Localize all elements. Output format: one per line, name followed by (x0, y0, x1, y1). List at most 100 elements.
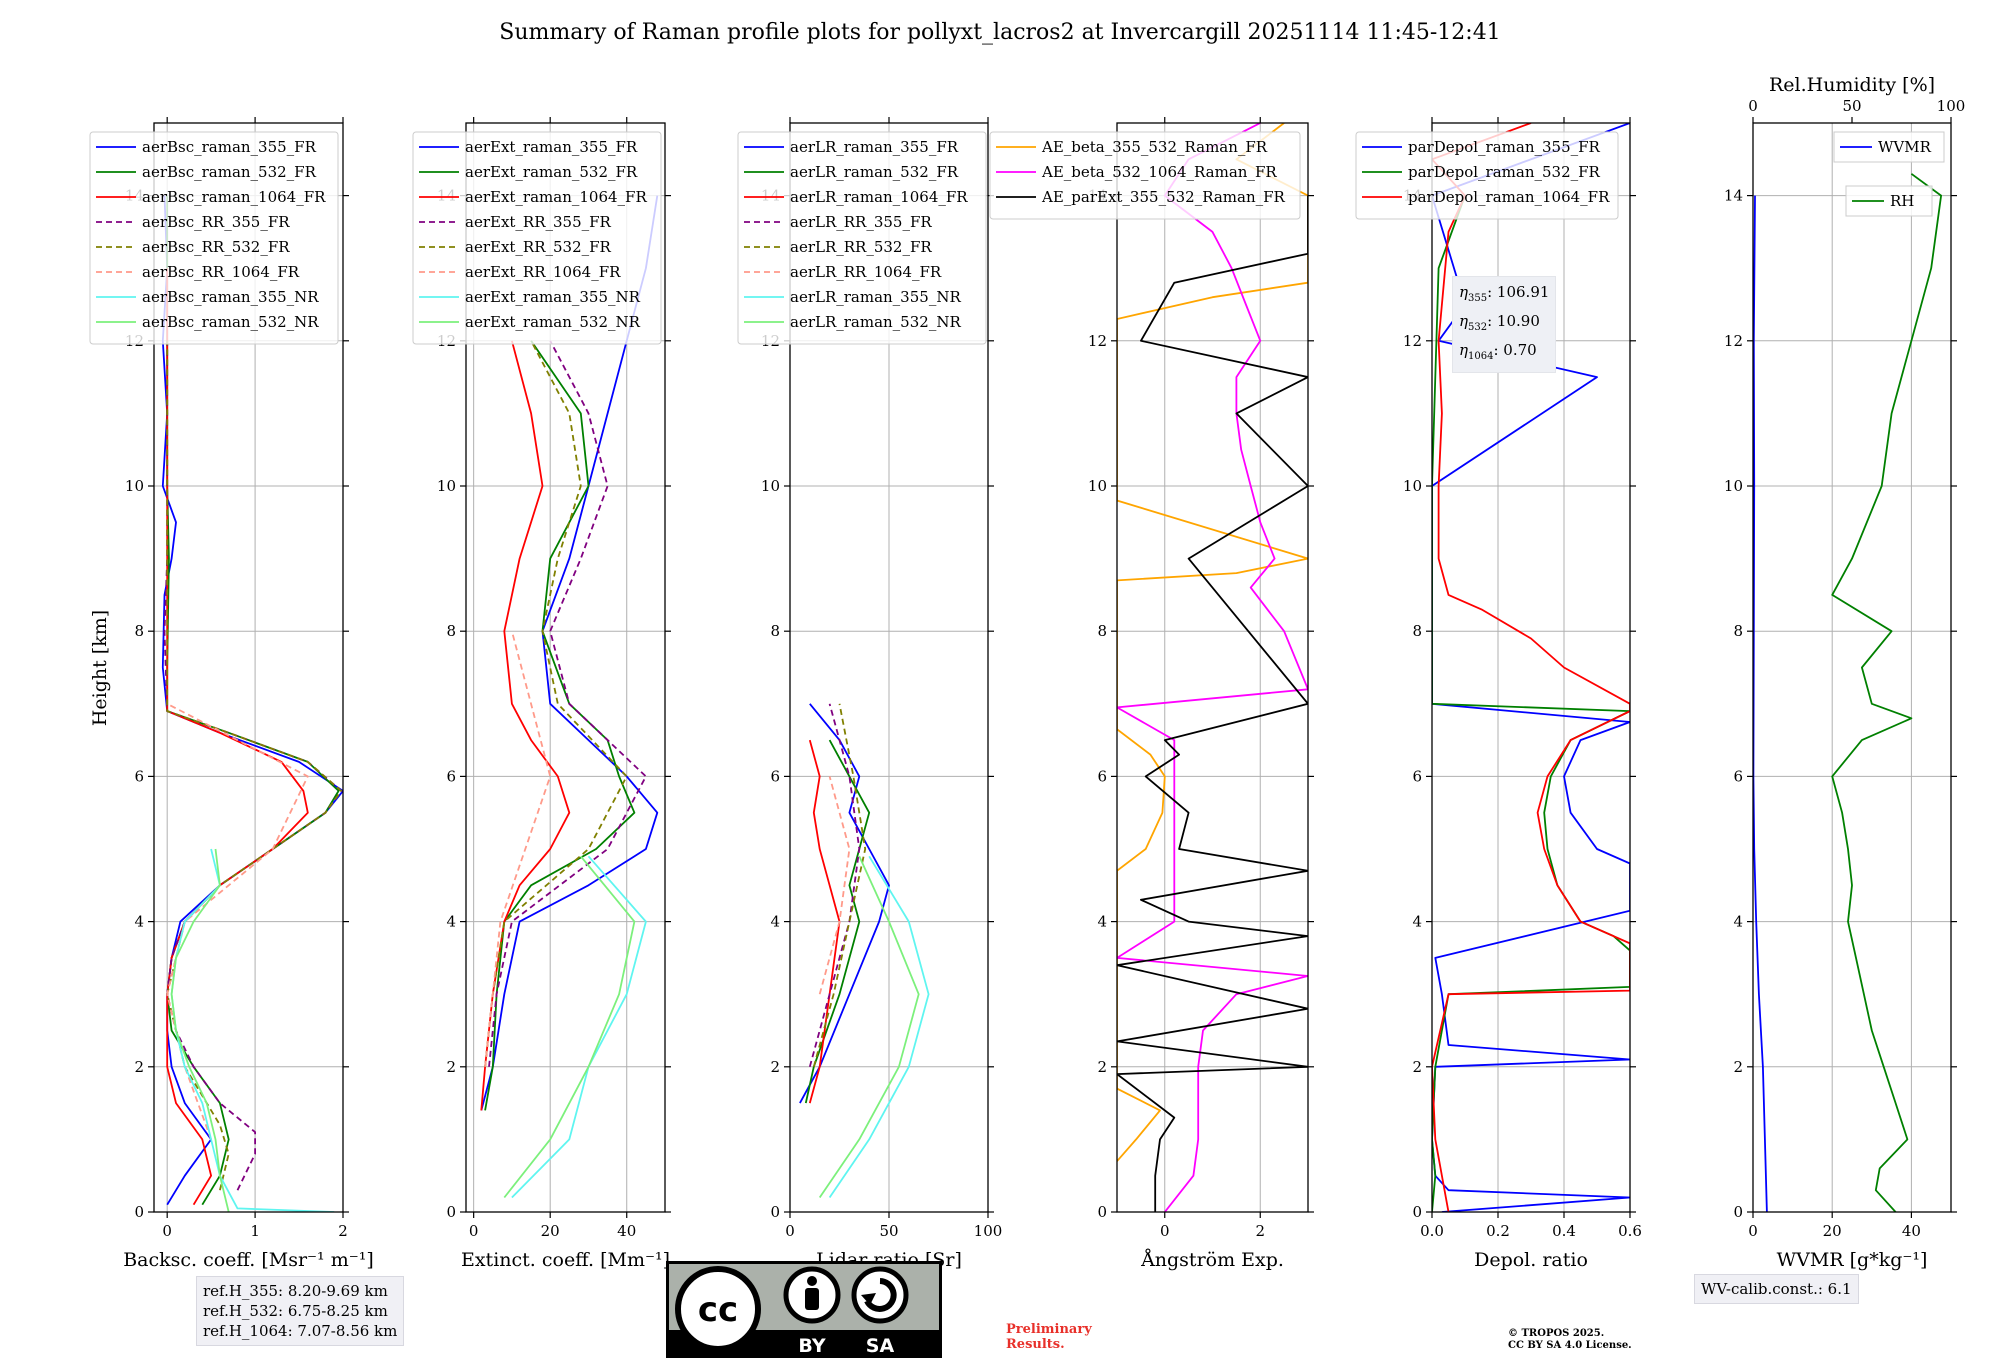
ytick-label-lidar_ratio-0: 0 (770, 1203, 780, 1221)
ytick-label-backscatter-1: 2 (134, 1058, 144, 1076)
series-aerBsc_RR_1064_FR (166, 703, 309, 1140)
legend-label-parDepol_raman_1064_FR: parDepol_raman_1064_FR (1408, 188, 1610, 206)
series-group-extinction (480, 195, 659, 1199)
legend-label-aerExt_raman_1064_FR: aerExt_raman_1064_FR (465, 188, 647, 206)
ref-height-532: ref.H_532: 6.75-8.25 km (203, 1302, 388, 1320)
ytick-label-depolarization-1: 2 (1412, 1058, 1422, 1076)
legend-label-AE_parExt_355_532_Raman_FR: AE_parExt_355_532_Raman_FR (1041, 188, 1286, 206)
ytick-label-water_vapor-3: 6 (1733, 767, 1743, 785)
series-aerLR_raman_1064_FR (808, 739, 841, 1104)
series-group-lidar_ratio (799, 703, 930, 1199)
legend-label-aerBsc_raman_532_NR: aerBsc_raman_532_NR (142, 313, 319, 331)
legend-angstrom: AE_beta_355_532_Raman_FR AE_beta_532_1064… (989, 131, 1301, 220)
ytick-label-depolarization-5: 10 (1403, 477, 1422, 495)
eta-1064-symbol: η (1459, 341, 1468, 359)
xtick-label-water_vapor-0: 0 (1748, 1222, 1758, 1240)
legend-lidar_ratio: aerLR_raman_355_FR aerLR_raman_532_FR aerL… (737, 131, 987, 345)
top-xtick-label-0: 0 (1748, 97, 1758, 115)
xtick-label-lidar_ratio-1: 50 (879, 1222, 898, 1240)
legend-label-aerBsc_raman_355_FR: aerBsc_raman_355_FR (142, 138, 317, 156)
by-label: BY (798, 1335, 825, 1357)
series-aerBsc_raman_532_NR (170, 848, 230, 1212)
legend-label-aerExt_raman_355_NR: aerExt_raman_355_NR (465, 288, 641, 306)
ytick-label-lidar_ratio-4: 8 (770, 622, 780, 640)
legend-label-aerLR_raman_532_FR: aerLR_raman_532_FR (790, 163, 959, 181)
xtick-label-extinction-1: 20 (541, 1222, 560, 1240)
ytick-label-depolarization-3: 6 (1412, 767, 1422, 785)
eta-532-symbol: η (1459, 312, 1468, 330)
xtick-label-backscatter-0: 0 (162, 1222, 172, 1240)
eta-355-symbol: η (1459, 283, 1468, 301)
legend-frame-extinction (412, 131, 662, 345)
ytick-label-backscatter-4: 8 (134, 622, 144, 640)
eta-532-value: : 10.90 (1487, 312, 1540, 330)
ytick-label-angstrom-5: 10 (1088, 477, 1107, 495)
ref-height-355: ref.H_355: 8.20-9.69 km (203, 1282, 388, 1300)
copyright-line-1: © TROPOS 2025. (1508, 1328, 1605, 1339)
eta-1064-value: : 0.70 (1493, 341, 1537, 359)
series-aerExt_raman_532_FR (484, 340, 636, 1111)
series-AE_beta_532_1064_Raman_FR (1117, 123, 1308, 1212)
legend-label-aerBsc_RR_532_FR: aerBsc_RR_532_FR (142, 238, 290, 256)
series-aerLR_RR_1064_FR (818, 776, 851, 995)
series-AE_parExt_355_532_Raman_FR (1117, 195, 1308, 1212)
wv-calib-text: WV-calib.const.: 6.1 (1701, 1280, 1852, 1298)
eta-1064-sub: 1064 (1468, 351, 1494, 362)
eta-355-value: : 106.91 (1487, 283, 1550, 301)
top-xtick-label-2: 100 (1937, 97, 1966, 115)
series-RH (1831, 173, 1942, 1212)
eta-box: η355: 106.91 η532: 10.90 η1064: 0.70 (1452, 276, 1557, 373)
copyright-line-2: CC BY SA 4.0 License. (1508, 1340, 1632, 1351)
ref-height-box: ref.H_355: 8.20-9.69 km ref.H_532: 6.75-… (196, 1276, 405, 1346)
legend-label-aerExt_raman_355_FR: aerExt_raman_355_FR (465, 138, 638, 156)
panel-angstrom: 0246810121402Ångström Exp.AE_beta_355_53… (989, 117, 1314, 1271)
ytick-label-water_vapor-5: 10 (1724, 477, 1743, 495)
ytick-label-lidar_ratio-2: 4 (770, 913, 780, 931)
cc-license-badge: cc BY SA (666, 1261, 942, 1358)
ytick-label-backscatter-0: 0 (134, 1203, 144, 1221)
series-aerLR_RR_532_FR (812, 703, 867, 1068)
series-aerExt_raman_355_NR (511, 855, 647, 1199)
xtick-label-backscatter-2: 2 (338, 1222, 348, 1240)
legend-label-RH: RH (1890, 192, 1914, 210)
xtick-label-extinction-0: 0 (469, 1222, 479, 1240)
xlabel-water_vapor: WVMR [g*kg⁻¹] (1777, 1249, 1928, 1271)
panel-water_vapor: 0 2 4 6 8 10 12 14 0 20 40 WVMR [g*kg⁻¹] 0 50 100Rel.H… (1724, 74, 1965, 1271)
preliminary-line-2: Results. (1006, 1337, 1065, 1352)
series-aerExt_RR_355_FR (488, 340, 647, 1067)
ytick-label-water_vapor-4: 8 (1733, 622, 1743, 640)
panel-extinction: 0246810121402040Extinct. coeff. [Mm⁻¹]ae… (412, 117, 671, 1271)
ytick-label-extinction-2: 4 (446, 913, 456, 931)
legend-label-aerExt_raman_532_NR: aerExt_raman_532_NR (465, 313, 641, 331)
panel-lidar_ratio: 02468101214050100Lidar ratio [Sr]aerLR_r… (737, 117, 1003, 1271)
ytick-label-depolarization-0: 0 (1412, 1203, 1422, 1221)
ytick-label-water_vapor-1: 2 (1733, 1058, 1743, 1076)
xtick-label-lidar_ratio-2: 100 (974, 1222, 1003, 1240)
xtick-label-angstrom-1: 2 (1255, 1222, 1265, 1240)
legend-frame-angstrom (989, 131, 1301, 220)
series-aerExt_raman_1064_FR (480, 340, 571, 1111)
ytick-label-extinction-0: 0 (446, 1203, 456, 1221)
legend-frame-backscatter (89, 131, 339, 345)
legend-label-aerLR_RR_1064_FR: aerLR_RR_1064_FR (790, 263, 942, 281)
axes-frame-angstrom (1116, 122, 1309, 1213)
legend-label-aerLR_RR_532_FR: aerLR_RR_532_FR (790, 238, 932, 256)
ytick-label-water_vapor-2: 4 (1733, 913, 1743, 931)
top-axis-label: Rel.Humidity [%] (1769, 74, 1935, 96)
top-xtick-label-1: 50 (1842, 97, 1861, 115)
legend-label-parDepol_raman_532_FR: parDepol_raman_532_FR (1408, 163, 1601, 181)
ytick-label-angstrom-0: 0 (1097, 1203, 1107, 1221)
legend-extinction: aerExt_raman_355_FR aerExt_raman_532_FRae… (412, 131, 662, 345)
series-aerLR_raman_532_NR (818, 855, 920, 1199)
xlabel-angstrom: Ångström Exp. (1140, 1249, 1284, 1271)
legend-label-aerBsc_RR_1064_FR: aerBsc_RR_1064_FR (142, 263, 300, 281)
ytick-label-water_vapor-7: 14 (1724, 187, 1743, 205)
cc-circle-icon (675, 1266, 761, 1352)
series-aerExt_raman_532_NR (503, 855, 636, 1199)
ytick-label-angstrom-2: 4 (1097, 913, 1107, 931)
ytick-label-water_vapor-0: 0 (1733, 1203, 1743, 1221)
xtick-label-depolarization-2: 0.4 (1552, 1222, 1576, 1240)
